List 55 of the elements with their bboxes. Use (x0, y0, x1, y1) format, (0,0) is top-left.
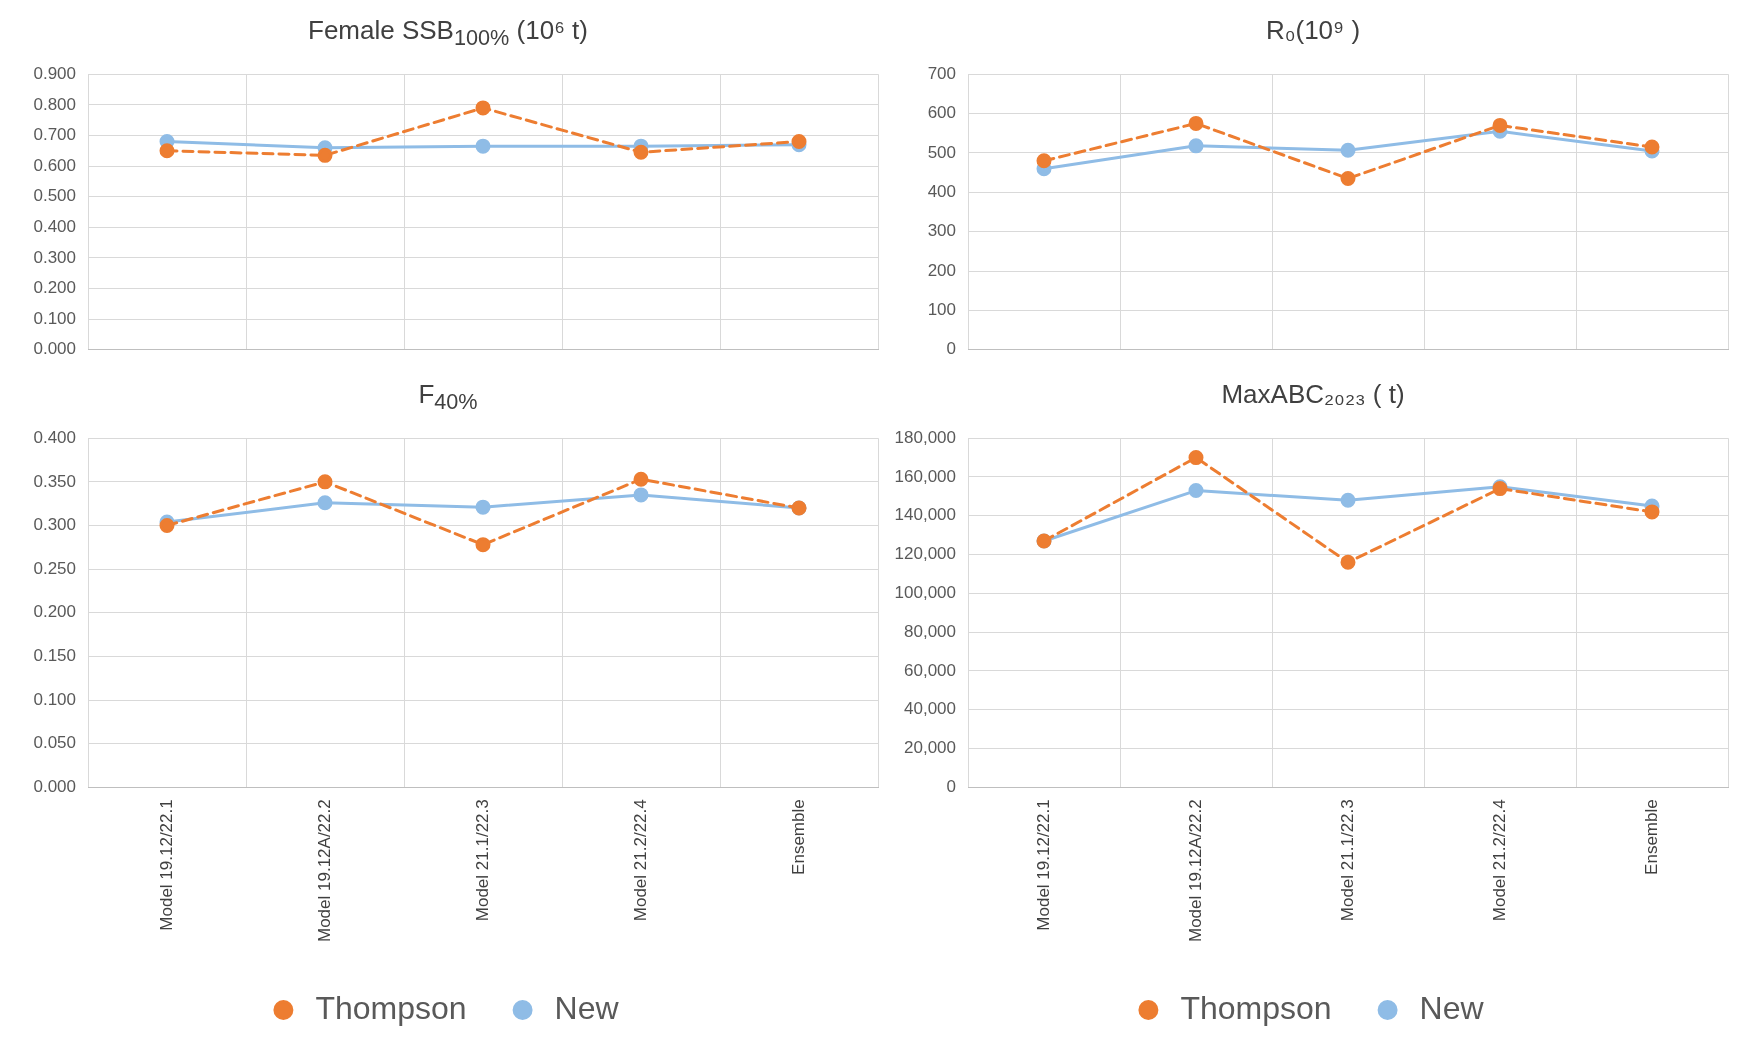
x-tick-label: Model 21.1/22.3 (472, 799, 492, 922)
y-tick-label: 60,000 (904, 660, 956, 680)
y-tick-label: 0.300 (33, 247, 76, 267)
y-tick-label: 0.600 (33, 155, 76, 175)
x-tick-label: Model 19.12A/22.2 (314, 799, 334, 942)
x-tick-label: Model 21.1/22.3 (1337, 799, 1357, 922)
y-tick-label: 0 (946, 339, 956, 359)
y-tick-label: 700 (927, 63, 956, 83)
y-tick-label: 0.700 (33, 125, 76, 145)
chart-title: Female SSB$_{100%}$ (10⁶ t) (307, 14, 589, 52)
y-tick-label: 0.150 (33, 646, 76, 666)
x-tick-label: Model 19.12A/22.2 (1185, 799, 1205, 942)
y-tick-label: 0.100 (33, 308, 76, 328)
x-tick-label: Ensemble (1641, 799, 1661, 875)
y-tick-label: 0 (946, 776, 956, 796)
y-tick-label: 140,000 (894, 505, 956, 525)
chart-title: MaxABC₂₀₂₃ ( t) (1220, 378, 1406, 411)
y-tick-label: 300 (927, 221, 956, 241)
y-tick-label: 0.000 (33, 339, 76, 359)
y-tick-label: 600 (927, 103, 956, 123)
y-tick-label: 0.000 (33, 776, 76, 796)
y-tick-label: 0.900 (33, 63, 76, 83)
y-tick-label: 180,000 (894, 427, 956, 447)
y-tick-label: 0.200 (33, 602, 76, 622)
y-tick-label: 160,000 (894, 466, 956, 486)
y-tick-label: 0.100 (33, 689, 76, 709)
y-tick-label: 0.350 (33, 471, 76, 491)
y-tick-label: 400 (927, 182, 956, 201)
y-tick-label: 0.800 (33, 94, 76, 114)
x-tick-label: Model 21.2/22.4 (630, 799, 650, 922)
y-tick-label: 0.250 (33, 558, 76, 578)
chart-title: R₀(10⁹ ) (1264, 14, 1362, 47)
chart-title: F$_{40%}$ (417, 378, 479, 416)
x-tick-label: Ensemble (788, 799, 808, 875)
y-tick-label: 0.400 (33, 427, 76, 447)
y-tick-label: 0.200 (33, 278, 76, 298)
y-tick-label: 120,000 (894, 544, 956, 564)
y-tick-label: 500 (927, 142, 956, 162)
y-tick-label: 0.050 (33, 733, 76, 753)
y-tick-label: 0.500 (33, 186, 76, 206)
y-tick-label: 0.300 (33, 515, 76, 535)
legend-label: New (1419, 989, 1485, 1026)
y-tick-label: 80,000 (904, 621, 956, 641)
x-tick-label: Model 21.2/22.4 (1489, 799, 1509, 922)
y-tick-label: 100 (927, 300, 956, 320)
legend-label: New (554, 989, 620, 1026)
x-tick-label: Model 19.12/22.1 (156, 799, 176, 931)
y-tick-label: 200 (927, 260, 956, 280)
y-tick-label: 100,000 (894, 583, 956, 603)
y-tick-label: 0.400 (33, 217, 76, 236)
legend-label: Thompson (1180, 989, 1332, 1026)
x-tick-label: Model 19.12/22.1 (1033, 799, 1053, 931)
y-tick-label: 40,000 (904, 699, 956, 719)
y-tick-label: 20,000 (904, 738, 956, 758)
legend-label: Thompson (315, 989, 467, 1026)
